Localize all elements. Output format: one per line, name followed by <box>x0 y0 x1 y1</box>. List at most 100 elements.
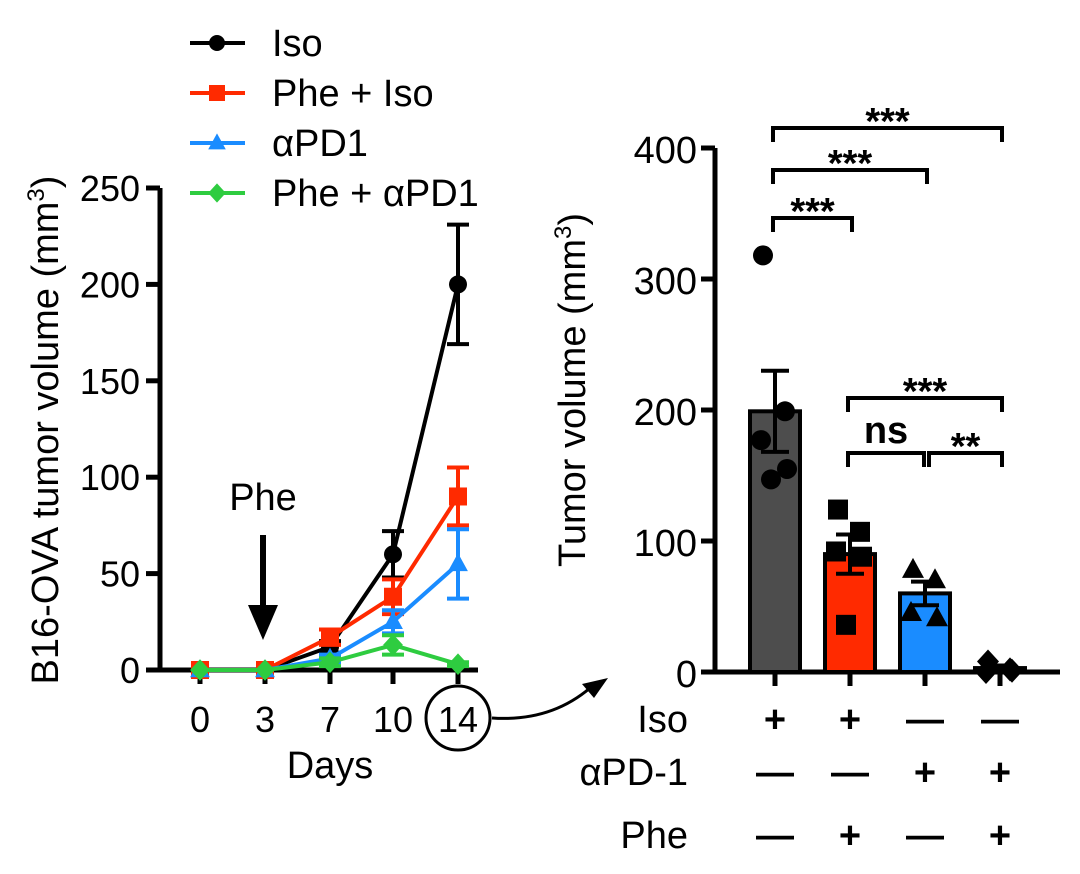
individual-point <box>753 245 773 266</box>
bracket-line <box>846 396 1004 412</box>
connector-arrow <box>491 678 608 720</box>
significance-bracket: *** <box>771 143 929 185</box>
individual-point <box>1001 658 1023 683</box>
significance-label: ns <box>864 410 908 452</box>
condition-value: + <box>989 815 1011 857</box>
condition-row: Iso + + — — <box>637 699 1019 741</box>
highlight-circle <box>424 684 492 752</box>
condition-value: — <box>906 699 944 741</box>
y-tick-label: 200 <box>634 392 697 434</box>
condition-label: Iso <box>637 699 688 741</box>
condition-label: Phe <box>620 815 688 857</box>
bracket-line <box>771 216 854 232</box>
bar <box>748 409 802 674</box>
data-point <box>449 487 467 506</box>
data-point <box>255 659 275 681</box>
x-tick-label: 14 <box>438 699 478 740</box>
individual-point <box>975 660 997 684</box>
data-point <box>383 634 403 656</box>
individual-point <box>761 469 781 490</box>
bar <box>823 552 877 674</box>
condition-value: — <box>756 752 794 794</box>
data-point <box>449 275 467 294</box>
individual-point <box>900 601 922 622</box>
legend-entry: Phe + Iso <box>190 73 434 115</box>
series-phe-pd1 <box>190 633 469 681</box>
y-tick-label: 100 <box>80 457 140 498</box>
legend-label: αPD1 <box>272 123 368 165</box>
legend-entry: αPD1 <box>190 123 368 165</box>
x-tick-label: 10 <box>373 699 413 740</box>
individual-point <box>751 430 771 451</box>
y-tick-label: 400 <box>634 130 697 172</box>
bracket-line <box>771 168 929 184</box>
individual-point <box>828 499 848 520</box>
bracket-line <box>927 451 1004 467</box>
data-point <box>383 611 403 629</box>
y-tick-label: 300 <box>634 261 697 303</box>
significance-bracket: *** <box>771 191 854 233</box>
significance-label: ** <box>951 426 981 468</box>
condition-value: + <box>914 752 936 794</box>
data-point <box>448 553 468 572</box>
condition-value: — <box>756 815 794 857</box>
y-tick-label: 100 <box>634 523 697 565</box>
significance-label: *** <box>903 371 948 413</box>
condition-value: — <box>831 752 869 794</box>
data-point <box>384 545 402 564</box>
x-tick-label: 0 <box>190 699 210 740</box>
series-iso <box>191 222 469 679</box>
significance-label: *** <box>828 143 873 185</box>
data-point <box>321 628 339 647</box>
legend-entry: Iso <box>190 23 323 65</box>
individual-point <box>775 401 795 422</box>
legend-marker <box>209 35 225 51</box>
condition-value: — <box>981 699 1019 741</box>
condition-value: — <box>906 815 944 857</box>
significance-label: *** <box>865 101 910 143</box>
legend-label: Phe + αPD1 <box>272 173 479 215</box>
y-axis-label-right: Tumor volume (mm3) <box>550 213 594 567</box>
bracket-line <box>771 126 1004 142</box>
significance-bracket: ns <box>846 410 926 467</box>
y-tick-label: 50 <box>100 554 140 595</box>
y-tick-label: 200 <box>80 264 140 305</box>
y-axis-label-left: B16-OVA tumor volume (mm3) <box>23 176 67 685</box>
y-tick-label: 250 <box>80 168 140 209</box>
condition-value: + <box>764 699 786 741</box>
condition-row: αPD-1 — — + + <box>579 752 1011 794</box>
y-tick-label: 0 <box>120 650 140 691</box>
significance-bracket: *** <box>846 371 1004 413</box>
significance-label: *** <box>790 191 835 233</box>
bar-group <box>748 245 802 686</box>
significance-bracket: *** <box>771 101 1004 143</box>
data-point <box>384 587 402 606</box>
legend-marker <box>209 85 225 101</box>
data-point <box>448 653 468 676</box>
bar-group <box>973 649 1027 686</box>
bar-group <box>898 557 952 686</box>
data-point <box>320 651 340 674</box>
bracket-line <box>846 451 926 467</box>
phe-arrow <box>248 535 278 640</box>
phe-annotation: Phe <box>229 477 297 519</box>
condition-value: + <box>839 815 861 857</box>
data-point <box>190 659 210 681</box>
condition-value: + <box>839 699 861 741</box>
significance-bracket: ** <box>927 426 1004 468</box>
y-tick-label: 0 <box>676 654 697 696</box>
individual-point <box>836 614 856 635</box>
individual-point <box>852 546 872 567</box>
legend-marker <box>208 183 226 203</box>
legend-label: Iso <box>272 23 323 65</box>
x-tick-label: 7 <box>320 699 340 740</box>
y-tick-label: 150 <box>80 361 140 402</box>
condition-row: Phe — + — + <box>620 815 1011 857</box>
condition-value: + <box>989 752 1011 794</box>
condition-label: αPD-1 <box>579 752 688 794</box>
individual-point <box>926 606 948 627</box>
individual-point <box>850 521 870 542</box>
legend-label: Phe + Iso <box>272 73 434 115</box>
